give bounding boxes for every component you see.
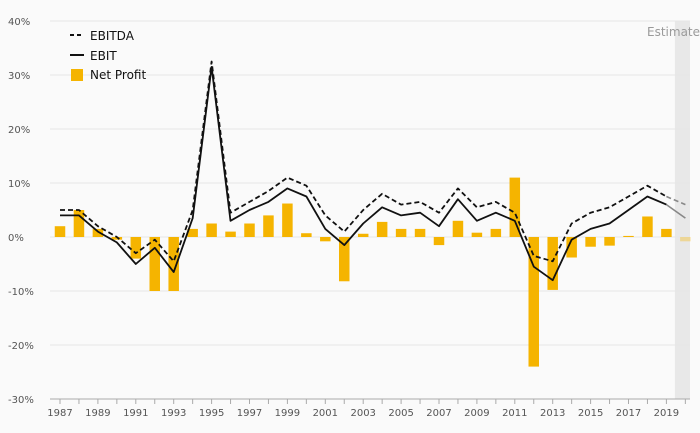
- y-tick-label: -20%: [8, 341, 34, 352]
- net-profit-bar: [452, 220, 464, 237]
- ebit-line: [60, 66, 667, 282]
- x-tick-label: 1993: [161, 408, 186, 419]
- net-profit-bar: [661, 228, 672, 237]
- y-tick-label: 30%: [8, 71, 30, 82]
- x-tick-label: 2001: [313, 408, 338, 419]
- x-tick-label: 1991: [123, 408, 148, 419]
- estimates-label: Estimates: [647, 25, 700, 39]
- net-profit-bar: [320, 237, 331, 242]
- x-tick-label: 2013: [540, 408, 565, 419]
- net-profit-bar: [509, 177, 521, 237]
- net-profit-bar: [339, 237, 350, 282]
- x-tick-label: 2007: [426, 408, 451, 419]
- net-profit-bar: [244, 223, 255, 237]
- net-profit-bar: [54, 226, 66, 237]
- net-profit-bar: [471, 232, 483, 237]
- net-profit-bar: [92, 228, 104, 237]
- net-profit-bar: [433, 237, 445, 246]
- legend: EBITDA EBIT Net Profit: [70, 29, 146, 82]
- legend-ebit-label: EBIT: [90, 49, 117, 63]
- y-tick-label: -10%: [8, 287, 34, 298]
- x-tick-label: 1989: [85, 408, 110, 419]
- x-tick-label: 1995: [199, 408, 224, 419]
- net-profit-bar: [604, 237, 615, 246]
- net-profit-bar: [414, 228, 426, 237]
- x-tick-label: 2003: [350, 408, 375, 419]
- net-profit-bar: [376, 221, 388, 237]
- x-tick-label: 2005: [388, 408, 413, 419]
- net-profit-bar: [528, 237, 539, 367]
- x-tick-label: 2011: [502, 408, 527, 419]
- net-profit-bars: [54, 177, 691, 367]
- x-tick-label: 1987: [47, 408, 72, 419]
- net-profit-bar: [566, 237, 577, 258]
- net-profit-bar: [547, 237, 558, 290]
- estimates-shade: [674, 21, 690, 399]
- net-profit-bar: [111, 237, 123, 240]
- net-profit-bar: [149, 237, 160, 291]
- net-profit-bar: [206, 223, 217, 237]
- net-profit-bar: [168, 237, 179, 291]
- ebitda-line: [60, 60, 667, 263]
- net-profit-bar: [490, 228, 502, 237]
- net-profit-bar: [585, 237, 596, 247]
- net-profit-bar: [263, 215, 274, 237]
- x-tick-label: 2017: [616, 408, 641, 419]
- net-profit-bar: [642, 216, 653, 237]
- net-profit-bar: [357, 233, 369, 237]
- net-profit-bar: [623, 235, 634, 237]
- line-series: [60, 60, 686, 282]
- ebitda-estimate-line: [666, 195, 686, 206]
- net-profit-bar: [130, 237, 142, 259]
- net-profit-bar: [301, 233, 312, 237]
- net-profit-bar: [395, 228, 407, 237]
- net-profit-bar: [680, 237, 691, 242]
- legend-net-profit-swatch: [71, 69, 83, 81]
- net-profit-bar: [187, 228, 198, 237]
- x-tick-label: 2019: [654, 408, 679, 419]
- y-tick-label: 0%: [8, 233, 24, 244]
- net-profit-bar: [73, 210, 85, 237]
- y-tick-label: 40%: [8, 17, 30, 28]
- net-profit-bar: [225, 231, 236, 237]
- x-tick-label: 1997: [237, 408, 262, 419]
- axes: 40% 30% 20% 10% 0% -10% -20% -30% 1987 1989 1991 19…: [8, 17, 690, 419]
- x-tick-label: 2009: [464, 408, 489, 419]
- ebit-estimate-line: [665, 203, 686, 219]
- x-tick-label: 2015: [578, 408, 603, 419]
- net-profit-bar: [282, 203, 293, 237]
- x-tick-label: 1999: [275, 408, 300, 419]
- legend-net-profit-label: Net Profit: [90, 68, 146, 82]
- y-tick-label: 10%: [8, 179, 30, 190]
- y-tick-label: 20%: [8, 125, 30, 136]
- y-tick-label: -30%: [8, 395, 34, 406]
- legend-ebitda-label: EBITDA: [90, 29, 135, 43]
